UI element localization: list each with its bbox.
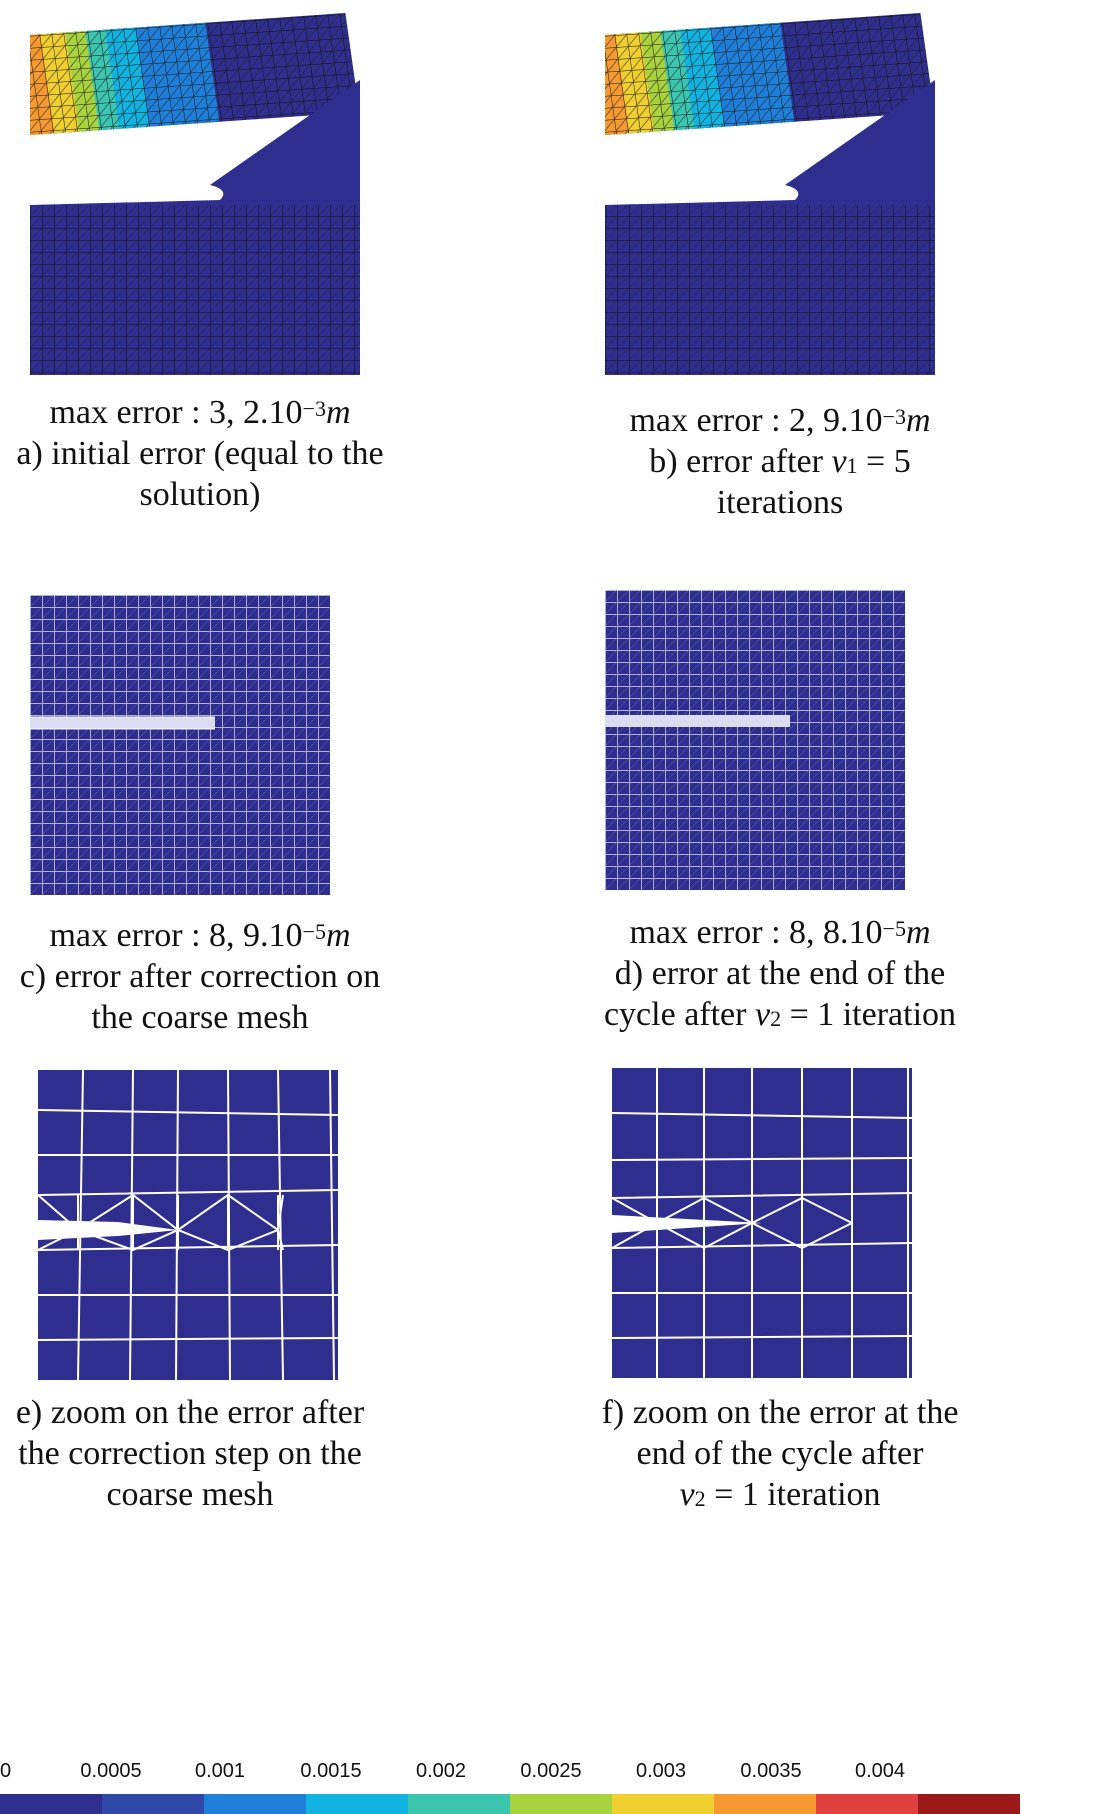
colorbar: [0, 1794, 1020, 1814]
caption-f: f) zoom on the error at the end of the c…: [601, 1394, 959, 1513]
colorbar-segment: [714, 1794, 817, 1814]
caption-e: e) zoom on the error after the correctio…: [15, 1394, 365, 1513]
plot-initial-error: [30, 12, 360, 375]
max-error-a: max error : 3, 2.10: [49, 394, 303, 431]
colorbar-segment: [408, 1794, 511, 1814]
plot-error-end-of-cycle: [605, 590, 905, 890]
colorbar-tick: 0: [0, 1760, 12, 1782]
colorbar-segment: [918, 1794, 1020, 1814]
colorbar-segment: [612, 1794, 715, 1814]
caption-d: max error : 8, 8.10−5m d) error at the e…: [603, 914, 957, 1033]
max-error-c: max error : 8, 9.10: [49, 917, 303, 954]
colorbar-segment: [510, 1794, 613, 1814]
colorbar-segment: [816, 1794, 919, 1814]
colorbar-tick: 0.0005: [80, 1760, 142, 1782]
colorbar-tick: 0.0015: [300, 1760, 362, 1782]
colorbar-segment: [306, 1794, 409, 1814]
colorbar-tick: 0.0035: [740, 1760, 802, 1782]
caption-c: max error : 8, 9.10−5m c) error after co…: [19, 917, 381, 1036]
colorbar-segment: [204, 1794, 307, 1814]
plot-error-after-correction: [30, 595, 330, 895]
plot-error-after-smoothing: [605, 12, 935, 375]
colorbar-tick: 0.002: [415, 1760, 467, 1782]
colorbar-tick: 0.004: [854, 1760, 906, 1782]
colorbar-tick: 0.003: [635, 1760, 687, 1782]
caption-b: max error : 2, 9.10−3m b) error after ν1…: [629, 402, 931, 521]
colorbar-tick: 0.001: [194, 1760, 246, 1782]
colorbar-tick: 0.0025: [520, 1760, 582, 1782]
colorbar-segment: [102, 1794, 205, 1814]
max-error-d: max error : 8, 8.10: [629, 914, 883, 951]
plot-zoom-end-of-cycle: [612, 1068, 912, 1378]
colorbar-segment: [0, 1794, 103, 1814]
caption-a: max error : 3, 2.10−3m a) initial error …: [16, 394, 384, 513]
max-error-b: max error : 2, 9.10: [629, 402, 883, 439]
plot-zoom-correction: [38, 1070, 338, 1380]
